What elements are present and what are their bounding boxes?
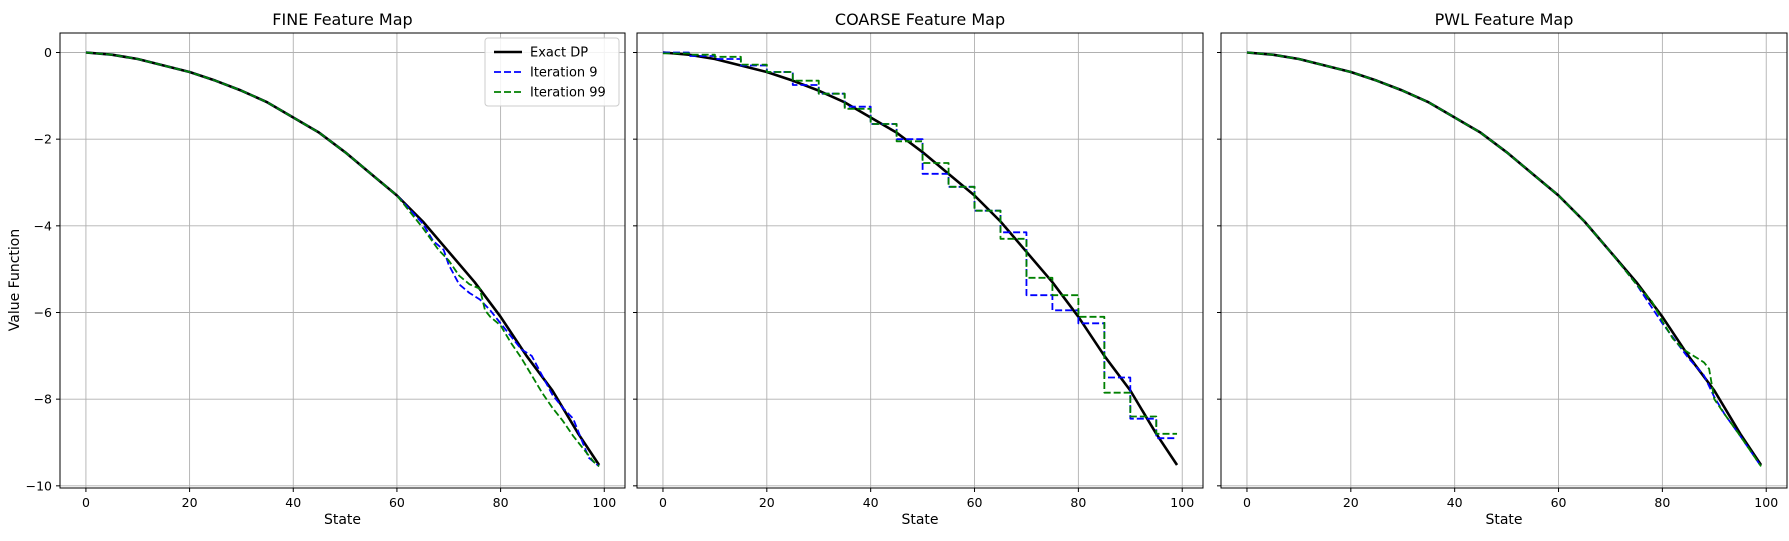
- x-tick-label: 0: [82, 495, 90, 510]
- x-tick-label: 0: [1243, 495, 1251, 510]
- y-tick-label: −2: [34, 132, 52, 147]
- x-tick-label: 100: [1170, 495, 1194, 510]
- legend-label: Exact DP: [530, 46, 588, 61]
- y-tick-label: −6: [34, 305, 52, 320]
- x-tick-label: 80: [493, 495, 509, 510]
- legend-label: Iteration 99: [530, 86, 606, 101]
- series-line-iteration-99: [85, 51, 600, 468]
- x-tick-label: 60: [1551, 495, 1567, 510]
- series-group: [85, 51, 601, 468]
- legend: Exact DP Iteration 9 Iteration 99: [484, 37, 620, 107]
- y-tick-label: −4: [34, 218, 52, 233]
- axes-frame: [636, 32, 1204, 489]
- subplot-2: 0 20 40 60 80 100 COARSE Feature Map State: [633, 10, 1204, 528]
- shared-y-axis-label: Value Function: [7, 229, 23, 331]
- x-tick-label: 100: [592, 495, 616, 510]
- x-tick-label: 80: [1070, 495, 1086, 510]
- subplot-3: 0 20 40 60 80 100 PWL Feature Map State: [1217, 10, 1788, 528]
- y-tick-label: 0: [44, 45, 52, 60]
- x-axis-label: State: [901, 512, 938, 528]
- x-tick-label: 80: [1654, 495, 1670, 510]
- x-tick-label: 40: [863, 495, 879, 510]
- series-line-iteration-99: [1246, 51, 1762, 467]
- subplots: 0 20 40 60 80 100 0 −2 −4 −6 −8 −10 FINE Feature Map…: [26, 10, 1788, 528]
- subplot-title: FINE Feature Map: [272, 10, 412, 29]
- series-line-exact-dp: [662, 51, 1179, 466]
- x-tick-label: 0: [659, 495, 667, 510]
- axes-frame: [1220, 32, 1788, 489]
- x-tick-label: 60: [967, 495, 983, 510]
- series-group: [662, 51, 1179, 466]
- x-tick-label: 20: [182, 495, 198, 510]
- y-tick-label: −8: [34, 392, 52, 407]
- y-tick-label: −10: [26, 478, 52, 493]
- x-tick-label: 20: [759, 495, 775, 510]
- x-tick-label: 20: [1343, 495, 1359, 510]
- x-axis-label: State: [324, 512, 361, 528]
- series-group: [1246, 51, 1763, 467]
- series-line-iteration-99: [662, 52, 1178, 435]
- x-tick-label: 100: [1754, 495, 1778, 510]
- x-axis-label: State: [1485, 512, 1522, 528]
- x-tick-label: 40: [285, 495, 301, 510]
- legend-label: Iteration 9: [530, 66, 598, 81]
- x-tick-label: 40: [1447, 495, 1463, 510]
- axes-frame: [59, 32, 626, 489]
- subplot-title: PWL Feature Map: [1435, 10, 1574, 29]
- subplot-1: 0 20 40 60 80 100 0 −2 −4 −6 −8 −10 FINE Feature Map…: [26, 10, 626, 528]
- x-tick-label: 60: [389, 495, 405, 510]
- legend-box: [484, 37, 620, 107]
- subplot-title: COARSE Feature Map: [835, 10, 1005, 29]
